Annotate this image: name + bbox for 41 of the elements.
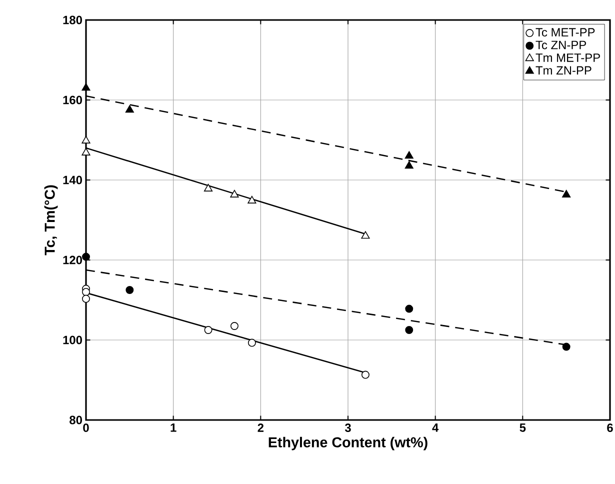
point (204, 184, 213, 192)
y-tick-label: 120 (63, 256, 82, 264)
x-tick-label: 1 (170, 424, 176, 432)
y-axis-title: Tc, Tm(°C) (44, 185, 58, 256)
point (405, 304, 414, 313)
x-tick-label: 3 (344, 424, 351, 432)
point (230, 322, 238, 330)
legend-label: Tm ZN-PP (536, 66, 592, 75)
point (82, 136, 90, 144)
point (125, 105, 134, 113)
x-tick-label: 6 (607, 424, 613, 432)
legend-label: Tm MET-PP (536, 54, 600, 62)
point (248, 196, 256, 204)
x-tick-label: 2 (258, 424, 264, 432)
point (404, 161, 414, 169)
point (405, 326, 414, 334)
point (361, 370, 370, 379)
point (82, 83, 90, 91)
point (82, 252, 90, 261)
point (204, 326, 212, 334)
point (82, 288, 90, 296)
y-tick-label: 80 (70, 416, 82, 424)
point (126, 286, 134, 294)
point (404, 151, 414, 159)
y-tick-label: 100 (63, 336, 82, 344)
y-tick-label: 160 (63, 96, 82, 104)
point (82, 148, 90, 156)
point (361, 231, 370, 239)
y-tick-label: 180 (63, 16, 82, 24)
point (230, 190, 239, 198)
point (562, 190, 571, 198)
legend-label: Tc ZN-PP (536, 40, 586, 50)
legend-label: Tc MET-PP (536, 28, 595, 37)
x-axis-title: Ethylene Content (wt%) (268, 436, 428, 450)
point (562, 342, 570, 351)
x-tick-label: 5 (520, 424, 526, 432)
x-tick-label: 0 (83, 424, 89, 432)
y-tick-label: 140 (63, 176, 82, 184)
point (248, 338, 256, 347)
point (82, 294, 90, 303)
x-tick-label: 4 (432, 424, 439, 432)
